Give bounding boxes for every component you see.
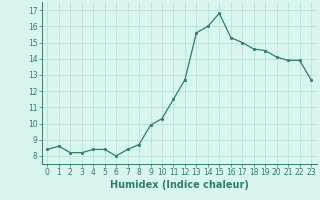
- X-axis label: Humidex (Indice chaleur): Humidex (Indice chaleur): [110, 180, 249, 190]
